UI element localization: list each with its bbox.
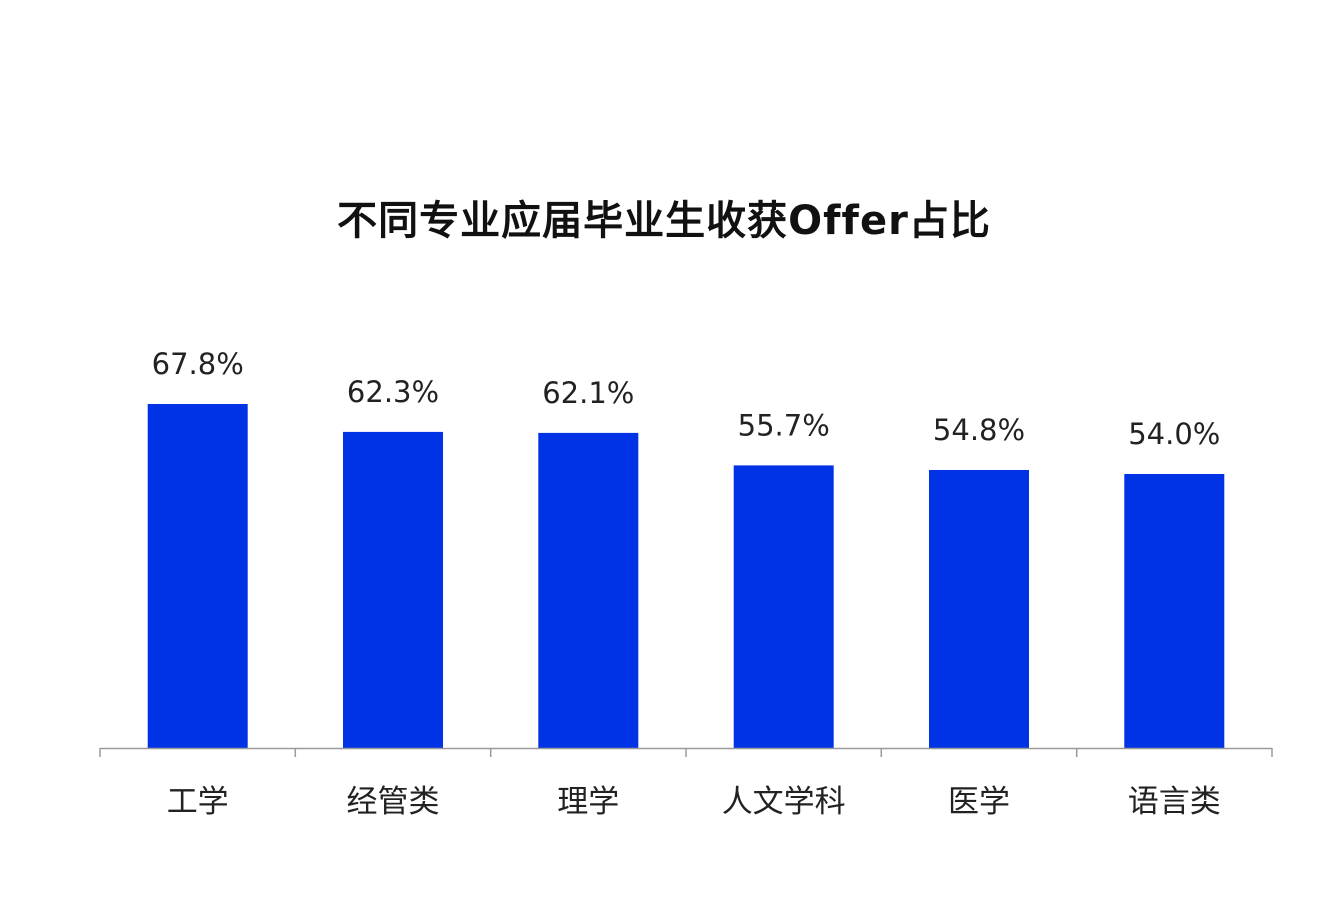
category-label-3: 人文学科 (722, 784, 846, 820)
chart-title: 不同专业应届毕业生收获Offer占比 (337, 198, 991, 244)
data-label-3: 55.7% (738, 408, 830, 442)
bar-4 (929, 470, 1029, 748)
category-label-5: 语言类 (1128, 784, 1221, 820)
data-labels-layer: 67.8% 62.3% 62.1% 55.7% 54.8% 54.0% (152, 347, 1221, 451)
category-label-2: 理学 (557, 784, 619, 820)
bar-3 (733, 465, 834, 748)
category-label-4: 医学 (948, 784, 1010, 820)
bars-layer (147, 404, 1225, 748)
data-label-4: 54.8% (933, 413, 1025, 447)
x-axis (99, 747, 1273, 757)
bar-0 (147, 404, 248, 748)
category-labels-layer: 工学 经管类 理学 人文学科 医学 语言类 (167, 784, 1221, 820)
data-label-1: 62.3% (347, 375, 439, 409)
data-label-2: 62.1% (542, 376, 634, 410)
bar-2 (538, 432, 639, 748)
bar-1 (343, 431, 443, 748)
category-label-0: 工学 (167, 784, 229, 820)
category-label-1: 经管类 (347, 784, 440, 820)
data-label-0: 67.8% (152, 347, 244, 381)
bar-5 (1124, 474, 1225, 748)
data-label-5: 54.0% (1128, 417, 1220, 451)
